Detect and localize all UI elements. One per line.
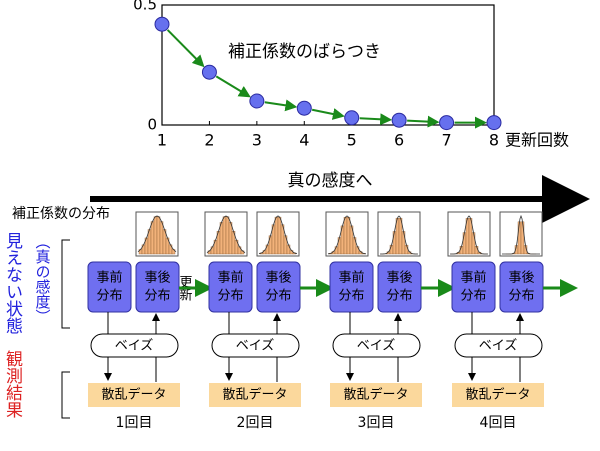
point (392, 113, 406, 127)
data-label: 散乱データ (465, 387, 530, 403)
hidden-state-label: 見えない状態 (2, 232, 23, 334)
posterior-box (257, 262, 300, 312)
observation-label: 観測結果 (2, 350, 23, 418)
segment-arrow (312, 110, 341, 116)
y-tick-label: 0 (147, 116, 157, 134)
true-sensitivity-label: （真の感度） (34, 234, 52, 324)
prior-label: 分布 (338, 289, 364, 304)
histogram-bar (226, 217, 229, 254)
histogram-bar (287, 245, 290, 254)
x-tick-label: 1 (157, 131, 167, 150)
step-label: 1回目 (116, 415, 153, 431)
point (250, 94, 264, 108)
segment-arrow (265, 102, 294, 106)
segment-arrow (360, 118, 388, 119)
arrow-label: 真の感度へ (288, 171, 373, 191)
plot-frame (162, 5, 494, 125)
bayes-label: ベイズ (357, 338, 396, 354)
point (345, 111, 359, 125)
posterior-label: 事後 (144, 271, 170, 286)
data-label: 散乱データ (222, 387, 287, 403)
step-label: 3回目 (358, 415, 395, 431)
histogram-bar (154, 217, 157, 254)
x-tick-label: 6 (394, 131, 404, 150)
bracket (62, 240, 70, 328)
y-tick-label: 0.5 (133, 0, 157, 14)
prior-box (452, 262, 495, 312)
segment-arrow (407, 121, 435, 122)
bayes-label: ベイズ (479, 338, 518, 354)
point (202, 65, 216, 79)
posterior-label: 事後 (265, 271, 291, 286)
posterior-box (500, 262, 543, 312)
x-tick-label: 5 (347, 131, 357, 150)
histogram-bar (405, 245, 408, 254)
histogram-bar (160, 222, 163, 254)
prior-box (209, 262, 252, 312)
data-label: 散乱データ (101, 387, 166, 403)
prior-label: 事前 (338, 270, 364, 286)
prior-box (88, 262, 131, 312)
point (297, 101, 311, 115)
histogram-bar (335, 247, 338, 254)
x-tick-label: 4 (299, 131, 309, 150)
segment-arrow (216, 76, 247, 95)
distribution-label: 補正係数の分布 (12, 206, 110, 222)
posterior-label: 事後 (386, 271, 412, 286)
histogram-bar (390, 245, 393, 254)
histogram-bar (521, 222, 524, 254)
step-label: 4回目 (480, 415, 517, 431)
data-label: 散乱データ (343, 387, 408, 403)
histogram-bar (223, 217, 226, 254)
histogram-bar (356, 247, 359, 254)
prior-label: 分布 (96, 289, 122, 304)
x-tick-label: 2 (204, 131, 214, 150)
posterior-box (378, 262, 421, 312)
histogram-bar (157, 217, 160, 254)
histogram-bar (220, 222, 223, 254)
prior-label: 分布 (460, 289, 486, 304)
annotation: 補正係数のばらつき (228, 42, 381, 62)
histogram-bar (151, 222, 154, 254)
step-label: 2回目 (237, 415, 274, 431)
x-tick-label: 8 (489, 131, 499, 150)
x-axis-label: 更新回数 (505, 131, 569, 150)
bayes-label: ベイズ (236, 338, 275, 354)
posterior-label: 分布 (144, 289, 170, 304)
histogram-bar (472, 233, 475, 254)
point (487, 116, 501, 130)
bayes-label: ベイズ (115, 338, 154, 354)
histogram-bar (266, 245, 269, 254)
prior-label: 事前 (96, 270, 122, 286)
posterior-label: 分布 (508, 289, 534, 304)
x-tick-label: 3 (252, 131, 262, 150)
histogram-bar (275, 217, 278, 254)
point (440, 116, 454, 130)
point (155, 17, 169, 31)
segment-arrow (168, 30, 202, 64)
posterior-label: 事後 (508, 271, 534, 286)
prior-label: 事前 (217, 270, 243, 286)
x-tick-label: 7 (441, 131, 451, 150)
histogram-bar (518, 222, 521, 254)
prior-label: 分布 (217, 289, 243, 304)
posterior-label: 分布 (386, 289, 412, 304)
histogram-bar (347, 217, 350, 254)
histogram-bar (278, 217, 281, 254)
histogram-bar (229, 222, 232, 254)
histogram-bar (463, 233, 466, 254)
posterior-box (136, 262, 179, 312)
posterior-label: 分布 (265, 289, 291, 304)
bracket (62, 372, 70, 418)
prior-box (330, 262, 373, 312)
histogram-bar (344, 217, 347, 254)
prior-label: 事前 (460, 270, 486, 286)
